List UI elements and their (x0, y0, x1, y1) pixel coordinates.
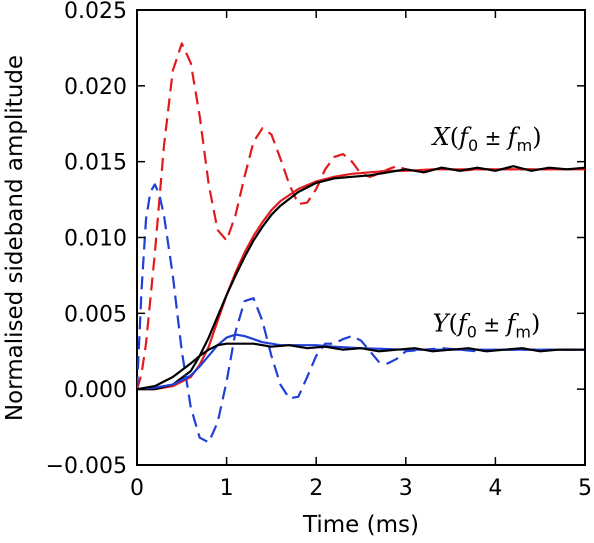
series-line-3 (137, 165, 585, 391)
x-axis-title: Time (ms) (302, 512, 419, 538)
series-line-6 (137, 342, 585, 391)
x-tick-label: 5 (578, 476, 592, 501)
series-line-5 (137, 333, 585, 391)
annotations: X(f0 ± fm) Y(f0 ± fm) (431, 123, 542, 342)
y-tick-label: 0.025 (64, 0, 127, 24)
y-tick-label: 0.005 (64, 302, 127, 327)
plot-frame (136, 9, 586, 466)
axis-ticks: 0 1 2 3 4 5 −0.005 0.000 0.005 0.010 0.015 0.020 0.0… (46, 0, 592, 501)
series-line-2 (137, 168, 585, 391)
x-tick-label: 2 (309, 476, 323, 501)
x-tick-label: 1 (220, 476, 234, 501)
series-line-4 (137, 183, 585, 444)
y-axis-title: Normalised sideband amplitude (2, 55, 28, 421)
annotation-label-2: Y(f0 ± fm) (433, 310, 541, 342)
x-tick-label: 3 (399, 476, 413, 501)
y-tick-label: 0.000 (64, 378, 127, 403)
y-tick-label: 0.010 (64, 227, 127, 252)
x-tick-label: 0 (130, 476, 144, 501)
series-lines (137, 42, 585, 444)
x-tick-label: 4 (488, 476, 502, 501)
annotation-label-1: X(f0 ± fm) (431, 123, 542, 155)
y-tick-label: 0.015 (64, 151, 127, 176)
y-tick-label: 0.020 (64, 75, 127, 100)
y-tick-label: −0.005 (46, 454, 127, 479)
